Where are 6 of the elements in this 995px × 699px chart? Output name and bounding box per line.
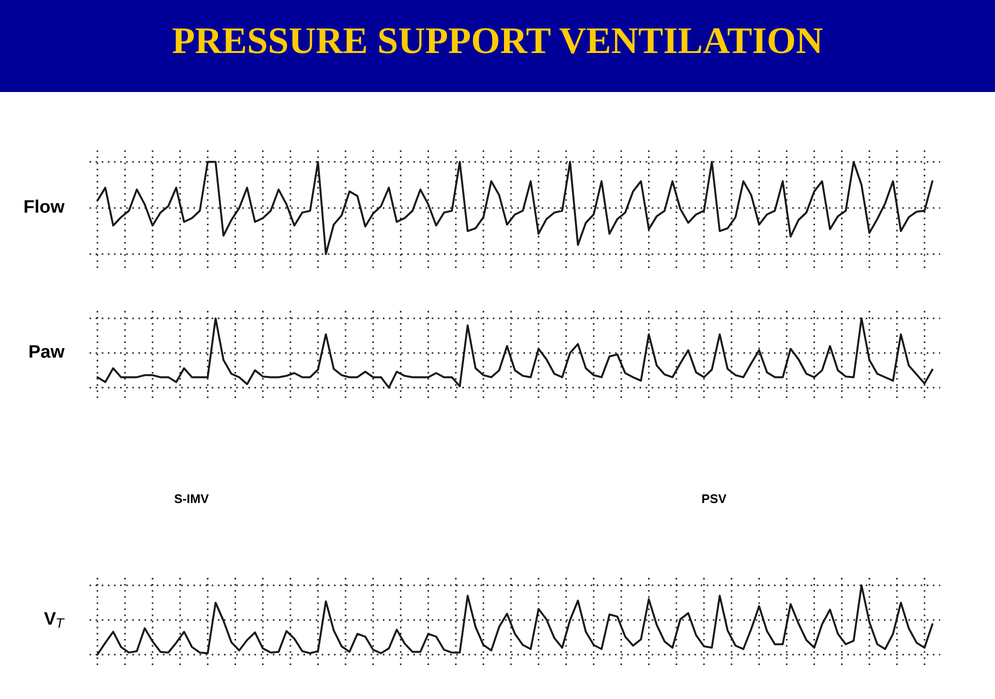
text: S-IMV (174, 494, 209, 504)
text: PSV (702, 494, 726, 504)
y-axis-title: Flow (24, 200, 65, 213)
chart-title: PRESSURE SUPPORT VENTILATION (172, 28, 822, 54)
y-axis-title: Paw (30, 345, 65, 358)
y-axis-title: V$_{T}$ (44, 612, 65, 628)
